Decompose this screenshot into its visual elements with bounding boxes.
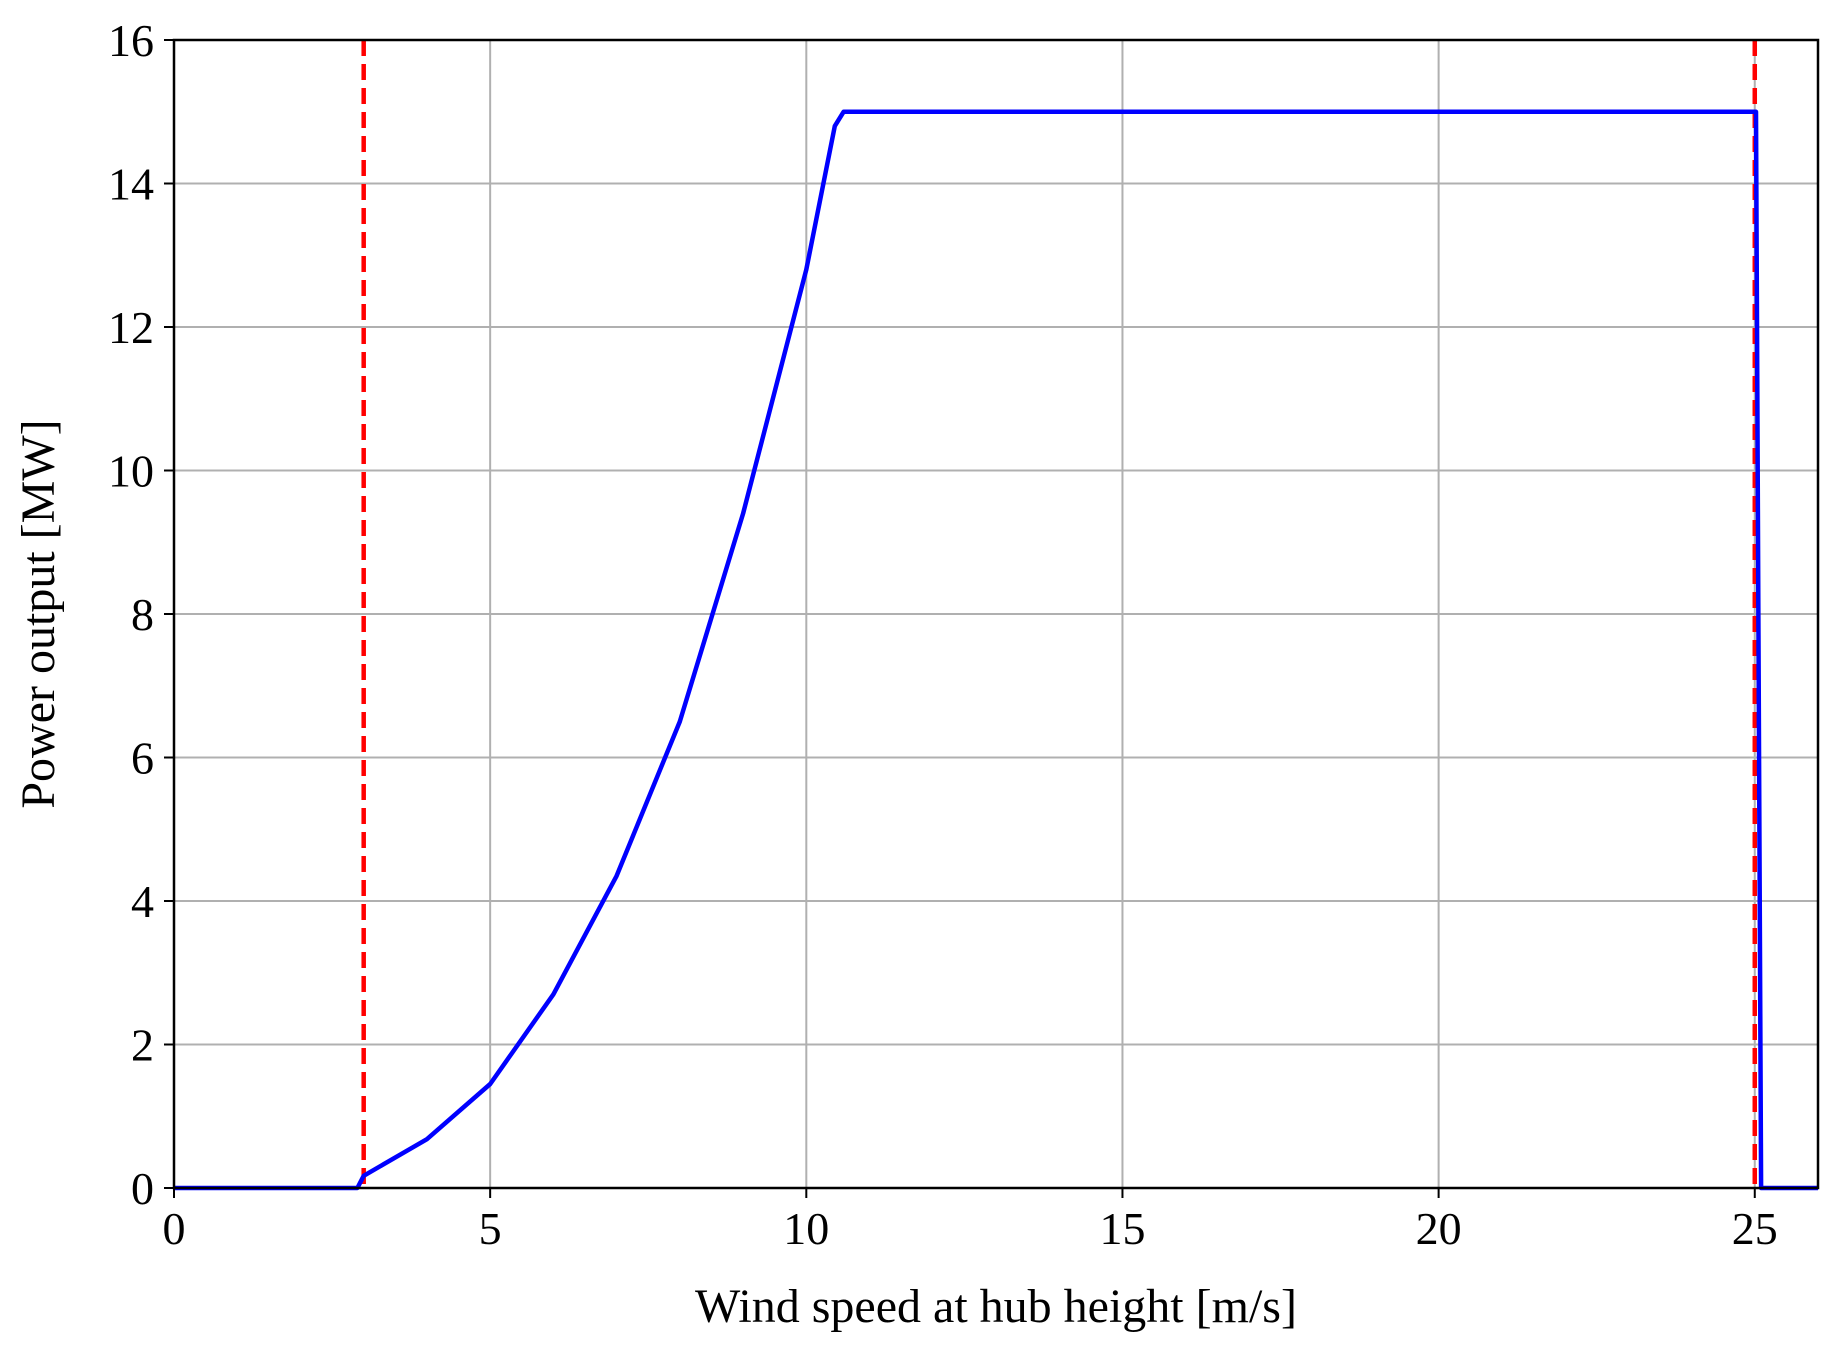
axis-ticks: 0 5 10 15 20 25 0 2 4 6 8 10 12 14 16	[108, 15, 1778, 1254]
y-tick-label: 8	[131, 589, 154, 640]
x-tick-label: 25	[1732, 1203, 1778, 1254]
y-tick-label: 10	[108, 446, 154, 497]
y-tick-label: 14	[108, 159, 154, 210]
y-tick-label: 0	[131, 1163, 154, 1214]
x-axis-label: Wind speed at hub height [m/s]	[695, 1280, 1297, 1333]
y-axis-label: Power output [MW]	[12, 419, 65, 808]
y-tick-label: 2	[131, 1020, 154, 1071]
x-tick-label: 5	[479, 1203, 502, 1254]
x-tick-label: 20	[1416, 1203, 1462, 1254]
grid-lines	[173, 39, 1818, 1189]
y-tick-label: 16	[108, 15, 154, 66]
y-tick-label: 12	[108, 302, 154, 353]
x-tick-label: 10	[783, 1203, 829, 1254]
power-curve-line	[174, 109, 1818, 1191]
series-layer	[174, 109, 1818, 1191]
y-tick-label: 4	[131, 876, 154, 927]
x-tick-label: 0	[163, 1203, 186, 1254]
y-tick-label: 6	[131, 733, 154, 784]
x-tick-label: 15	[1099, 1203, 1145, 1254]
